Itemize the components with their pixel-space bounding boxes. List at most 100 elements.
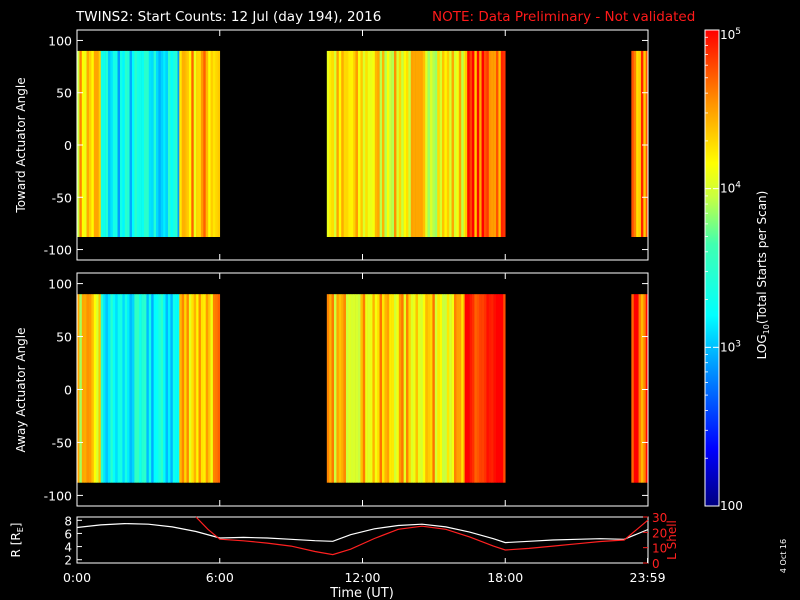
heatmap-column — [446, 294, 450, 483]
heatmap-column — [454, 50, 457, 237]
heatmap-column — [384, 294, 388, 483]
heatmap-column — [110, 294, 114, 483]
heatmap-column — [346, 50, 349, 237]
heatmap-column — [484, 294, 487, 483]
heatmap-column — [200, 50, 204, 237]
heatmap-column — [215, 50, 218, 237]
colorbar-label: LOG10(Total Starts per Scan) — [755, 191, 771, 360]
lshell-tick-label: 30 — [652, 511, 667, 525]
colorbar-tick-exponent: 5 — [735, 27, 741, 37]
heatmap-column — [394, 50, 397, 237]
heatmap-column — [389, 294, 392, 483]
date-stamp: 4 Oct 16 — [779, 539, 788, 573]
heatmap-column — [645, 50, 649, 237]
heatmap-column — [326, 50, 330, 237]
heatmap-column — [358, 50, 361, 237]
heatmap-column — [98, 294, 102, 483]
heatmap-column — [360, 294, 364, 483]
toward-y-label: Toward Actuator Angle — [14, 77, 28, 213]
heatmap-column — [463, 294, 466, 483]
heatmap-column — [365, 50, 368, 237]
heatmap-column — [196, 50, 199, 237]
heatmap-column — [640, 50, 644, 237]
heatmap-column — [474, 50, 478, 237]
heatmap-column — [500, 294, 504, 483]
heatmap-column — [134, 50, 138, 237]
heatmap-column — [165, 294, 169, 483]
heatmap-column — [177, 50, 180, 237]
heatmap-column — [415, 294, 419, 483]
heatmap-column — [338, 50, 342, 237]
heatmap-column — [643, 294, 647, 483]
y-tick-label: 100 — [48, 277, 72, 292]
lshell-line — [195, 516, 649, 556]
y-tick-label: 0 — [64, 138, 72, 153]
heatmap-column — [172, 294, 176, 483]
heatmap-column — [200, 294, 204, 483]
heatmap-column — [148, 294, 152, 483]
heatmap-column — [458, 294, 462, 483]
heatmap-column — [386, 50, 390, 237]
heatmap-column — [86, 294, 90, 483]
away-y-label: Away Actuator Angle — [14, 327, 28, 452]
heatmap-column — [362, 294, 366, 483]
heatmap-column — [205, 294, 209, 483]
heatmap-column — [181, 50, 185, 237]
colorbar-gradient — [704, 29, 720, 507]
heatmap-column — [107, 50, 111, 237]
heatmap-column — [444, 50, 448, 237]
heatmap-column — [358, 294, 361, 483]
heatmap-column — [488, 294, 492, 483]
heatmap-column — [382, 50, 385, 237]
heatmap-column — [89, 50, 92, 237]
heatmap-column — [353, 50, 356, 237]
heatmap-column — [175, 294, 178, 483]
heatmap-column — [442, 294, 445, 483]
heatmap-column — [430, 50, 433, 237]
heatmap-column — [186, 50, 190, 237]
heatmap-column — [386, 294, 390, 483]
heatmap-column — [79, 294, 83, 483]
heatmap-column — [638, 50, 642, 237]
colorbar-label-prefix: LOG — [755, 334, 769, 359]
heatmap-column — [160, 294, 164, 483]
heatmap-column — [217, 294, 221, 483]
heatmap-column — [81, 50, 85, 237]
heatmap-column — [360, 50, 364, 237]
heatmap-column — [198, 294, 202, 483]
heatmap-column — [343, 294, 347, 483]
heatmap-column — [186, 294, 190, 483]
heatmap-column — [188, 50, 192, 237]
heatmap-column — [203, 294, 206, 483]
r-tick-label: 6 — [64, 527, 72, 541]
heatmap-column — [451, 50, 455, 237]
heatmap-column — [372, 50, 376, 237]
r-distance-line — [76, 522, 649, 544]
heatmap-column — [394, 294, 397, 483]
heatmap-column — [370, 50, 373, 237]
heatmap-column — [338, 294, 342, 483]
heatmap-column — [100, 50, 104, 237]
heatmap-column — [167, 50, 171, 237]
heatmap-column — [131, 50, 135, 237]
heatmap-column — [79, 50, 83, 237]
heatmap-column — [170, 50, 174, 237]
heatmap-column — [129, 294, 133, 483]
heatmap-column — [377, 50, 380, 237]
heatmap-column — [413, 50, 416, 237]
heatmap-column — [476, 50, 480, 237]
heatmap-column — [472, 50, 475, 237]
toward-heatmap-panel: 100 50 0 -50 -100 Toward Actuator Angle — [14, 29, 649, 261]
heatmap-column — [153, 50, 157, 237]
heatmap-column — [476, 294, 480, 483]
heatmap-column — [493, 50, 497, 237]
ephemeris-lines — [76, 516, 649, 556]
heatmap-column — [374, 294, 378, 483]
heatmap-column — [491, 294, 494, 483]
heatmap-column — [112, 294, 116, 483]
lshell-tick-label: 20 — [652, 526, 667, 540]
heatmap-column — [170, 294, 174, 483]
heatmap-column — [93, 294, 97, 483]
